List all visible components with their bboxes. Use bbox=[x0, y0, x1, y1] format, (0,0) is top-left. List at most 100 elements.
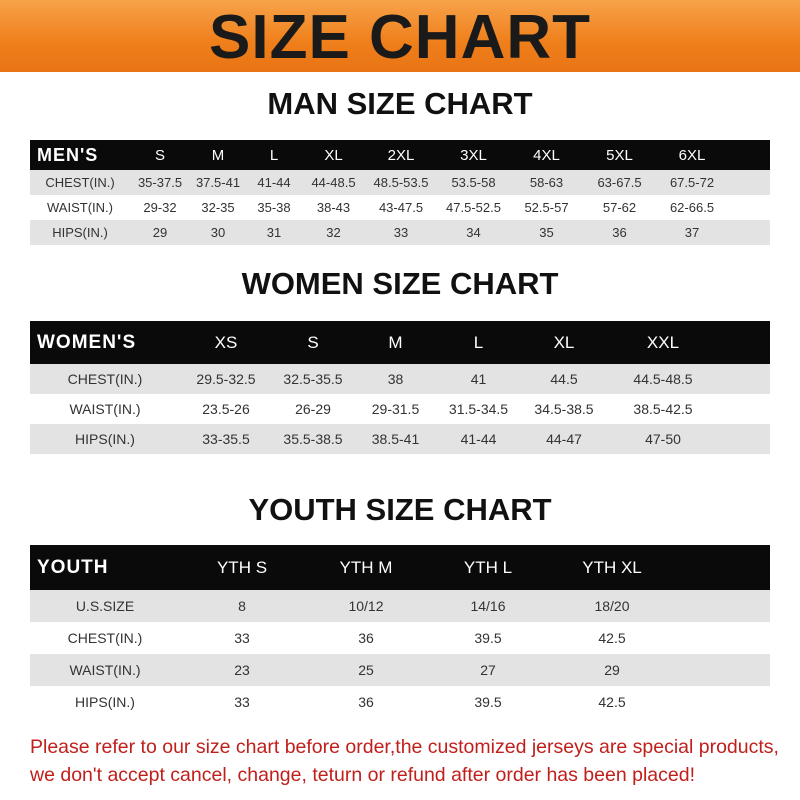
table-row: WAIST(IN.) 23.5-26 26-29 29-31.5 31.5-34.5 34… bbox=[30, 394, 770, 424]
table-cell bbox=[728, 170, 770, 195]
table-cell: 58-63 bbox=[510, 170, 583, 195]
order-notice: Please refer to our size chart before or… bbox=[30, 733, 790, 789]
row-label: CHEST(IN.) bbox=[30, 364, 180, 394]
table-cell: 36 bbox=[583, 220, 656, 245]
size-column-header: 2XL bbox=[365, 140, 437, 170]
men-header-row: MEN'S S M L XL 2XL 3XL 4XL 5XL 6XL bbox=[30, 140, 770, 170]
table-cell: 41-44 bbox=[437, 424, 520, 454]
women-header-row: WOMEN'S XS S M L XL XXL bbox=[30, 321, 770, 364]
table-cell: 29-31.5 bbox=[354, 394, 437, 424]
banner: SIZE CHART bbox=[0, 0, 800, 72]
size-column-header: XXL bbox=[608, 321, 718, 364]
table-cell: 44-48.5 bbox=[302, 170, 365, 195]
women-size-table: WOMEN'S XS S M L XL XXL CHEST(IN.) 29.5-32.5 32.5… bbox=[30, 321, 770, 454]
table-cell: 44-47 bbox=[520, 424, 608, 454]
notice-line-1: Please refer to our size chart before or… bbox=[30, 736, 779, 758]
table-cell: 62-66.5 bbox=[656, 195, 728, 220]
table-cell: 25 bbox=[304, 654, 428, 686]
size-column-header: YTH L bbox=[428, 545, 548, 590]
row-label: HIPS(IN.) bbox=[30, 686, 180, 718]
size-column-header bbox=[718, 321, 770, 364]
notice-line-2: we don't accept cancel, change, teturn o… bbox=[30, 764, 695, 786]
table-cell: 34 bbox=[437, 220, 510, 245]
table-cell: 47-50 bbox=[608, 424, 718, 454]
table-cell: 8 bbox=[180, 590, 304, 622]
table-cell: 23 bbox=[180, 654, 304, 686]
table-cell: 37.5-41 bbox=[190, 170, 246, 195]
table-cell: 38.5-41 bbox=[354, 424, 437, 454]
table-cell: 26-29 bbox=[272, 394, 354, 424]
table-cell bbox=[676, 686, 770, 718]
table-cell: 38.5-42.5 bbox=[608, 394, 718, 424]
banner-title: SIZE CHART bbox=[209, 3, 591, 72]
size-column-header: YTH XL bbox=[548, 545, 676, 590]
table-cell bbox=[676, 590, 770, 622]
table-cell: 23.5-26 bbox=[180, 394, 272, 424]
table-row: HIPS(IN.) 29 30 31 32 33 34 35 36 37 bbox=[30, 220, 770, 245]
table-cell: 35-37.5 bbox=[130, 170, 190, 195]
table-row: CHEST(IN.) 29.5-32.5 32.5-35.5 38 41 44.5 44.5… bbox=[30, 364, 770, 394]
size-column-header: M bbox=[354, 321, 437, 364]
size-column-header: XS bbox=[180, 321, 272, 364]
table-cell: 33 bbox=[180, 622, 304, 654]
table-cell: 29-32 bbox=[130, 195, 190, 220]
table-cell: 32-35 bbox=[190, 195, 246, 220]
table-cell: 38-43 bbox=[302, 195, 365, 220]
table-row: WAIST(IN.) 23 25 27 29 bbox=[30, 654, 770, 686]
table-cell: 37 bbox=[656, 220, 728, 245]
table-cell bbox=[728, 220, 770, 245]
size-column-header: YTH S bbox=[180, 545, 304, 590]
youth-header-row: YOUTH YTH S YTH M YTH L YTH XL bbox=[30, 545, 770, 590]
table-cell: 48.5-53.5 bbox=[365, 170, 437, 195]
table-cell: 35 bbox=[510, 220, 583, 245]
table-cell: 42.5 bbox=[548, 686, 676, 718]
size-column-header: YTH M bbox=[304, 545, 428, 590]
table-cell: 44.5-48.5 bbox=[608, 364, 718, 394]
table-cell bbox=[718, 394, 770, 424]
table-cell: 35-38 bbox=[246, 195, 302, 220]
table-corner-label: YOUTH bbox=[30, 545, 180, 590]
table-row: U.S.SIZE 8 10/12 14/16 18/20 bbox=[30, 590, 770, 622]
size-column-header: 4XL bbox=[510, 140, 583, 170]
table-cell: 29 bbox=[548, 654, 676, 686]
table-cell: 42.5 bbox=[548, 622, 676, 654]
table-cell: 33 bbox=[180, 686, 304, 718]
table-cell: 32.5-35.5 bbox=[272, 364, 354, 394]
table-cell: 34.5-38.5 bbox=[520, 394, 608, 424]
table-cell: 31.5-34.5 bbox=[437, 394, 520, 424]
table-cell: 33-35.5 bbox=[180, 424, 272, 454]
table-cell: 39.5 bbox=[428, 686, 548, 718]
table-cell: 47.5-52.5 bbox=[437, 195, 510, 220]
table-cell: 33 bbox=[365, 220, 437, 245]
row-label: WAIST(IN.) bbox=[30, 654, 180, 686]
table-row: CHEST(IN.) 33 36 39.5 42.5 bbox=[30, 622, 770, 654]
table-cell: 18/20 bbox=[548, 590, 676, 622]
table-cell: 38 bbox=[354, 364, 437, 394]
row-label: U.S.SIZE bbox=[30, 590, 180, 622]
table-cell: 36 bbox=[304, 686, 428, 718]
table-cell: 30 bbox=[190, 220, 246, 245]
youth-section-title: YOUTH SIZE CHART bbox=[248, 492, 552, 527]
table-cell: 32 bbox=[302, 220, 365, 245]
table-cell bbox=[718, 424, 770, 454]
table-row: WAIST(IN.) 29-32 32-35 35-38 38-43 43-47.5 47.… bbox=[30, 195, 770, 220]
size-column-header: XL bbox=[520, 321, 608, 364]
row-label: HIPS(IN.) bbox=[30, 220, 130, 245]
size-column-header: L bbox=[246, 140, 302, 170]
table-cell bbox=[676, 622, 770, 654]
table-row: HIPS(IN.) 33 36 39.5 42.5 bbox=[30, 686, 770, 718]
size-column-header bbox=[676, 545, 770, 590]
table-cell: 44.5 bbox=[520, 364, 608, 394]
youth-size-table: YOUTH YTH S YTH M YTH L YTH XL U.S.SIZE 8 10/12… bbox=[30, 545, 770, 718]
table-cell: 39.5 bbox=[428, 622, 548, 654]
men-size-table: MEN'S S M L XL 2XL 3XL 4XL 5XL 6XL CHEST(IN.) 35-37… bbox=[30, 140, 770, 245]
table-cell: 27 bbox=[428, 654, 548, 686]
size-column-header: S bbox=[130, 140, 190, 170]
table-cell: 63-67.5 bbox=[583, 170, 656, 195]
table-cell: 29.5-32.5 bbox=[180, 364, 272, 394]
table-corner-label: MEN'S bbox=[30, 140, 130, 170]
table-cell: 57-62 bbox=[583, 195, 656, 220]
table-cell: 35.5-38.5 bbox=[272, 424, 354, 454]
table-cell: 67.5-72 bbox=[656, 170, 728, 195]
row-label: CHEST(IN.) bbox=[30, 170, 130, 195]
